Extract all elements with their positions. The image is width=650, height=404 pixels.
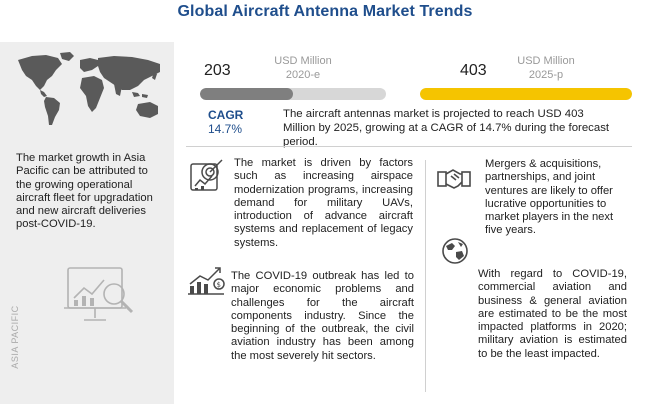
insight-covid-platforms: With regard to COVID-19, commercial avia… [478,268,627,360]
cagr-label: CAGR [208,108,244,122]
region-panel: The market growth in Asia Pacific can be… [0,42,174,404]
start-bar-fill [200,88,293,100]
start-value: 203 [204,62,231,79]
svg-text:$: $ [217,281,221,289]
cagr-value: 14.7% [208,122,243,136]
region-label-text: ASIA PACIFIC [10,305,20,369]
region-description: The market growth in Asia Pacific can be… [16,152,153,231]
end-year: 2025-p [528,69,564,81]
globe-icon [442,238,468,264]
insight-mergers: Mergers & acquisitions, partnerships, an… [485,158,614,237]
world-map-icon [18,52,160,125]
start-unit-label: USD Million [274,55,332,67]
vertical-divider [425,160,426,392]
cagr-block: CAGR 14.7% [208,108,272,136]
market-summary: The aircraft antennas market is projecte… [283,108,610,148]
start-unit: USD Million 2020-e [270,54,336,82]
start-bar [200,88,386,100]
start-year: 2020-e [285,69,321,81]
target-chart-icon [190,159,223,191]
growth-chart-icon: $ [188,267,225,295]
analytics-magnifier-icon [64,267,134,321]
region-label: ASIA PACIFIC [8,304,22,374]
page-title: Global Aircraft Antenna Market Trends [177,3,473,20]
horizontal-divider [186,146,632,147]
handshake-icon [437,169,471,189]
insight-covid-impact: The COVID-19 outbreak has led to major e… [231,270,414,362]
end-unit-label: USD Million [517,55,575,67]
end-bar [420,88,632,100]
insight-drivers: The market is driven by factors such as … [234,157,413,249]
end-bar-fill [420,88,632,100]
end-unit: USD Million 2025-p [510,54,582,82]
end-value: 403 [460,62,487,79]
